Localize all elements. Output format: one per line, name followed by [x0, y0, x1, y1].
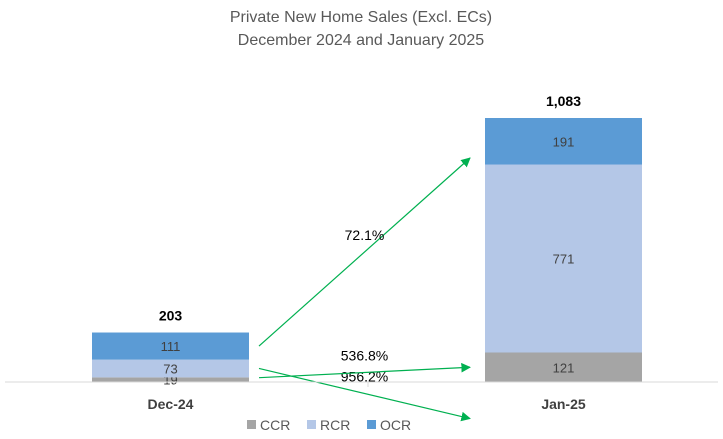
data-label-ccr-1: 121	[553, 360, 575, 375]
growth-label-ccr: 536.8%	[341, 347, 388, 363]
total-label-1: 1,083	[546, 93, 581, 109]
category-labels-group: Dec-24 Jan-25	[148, 396, 586, 412]
growth-arrow-rcr	[258, 367, 471, 422]
data-label-ocr-1: 191	[553, 134, 575, 149]
data-label-rcr-0: 73	[163, 361, 177, 376]
data-label-rcr-1: 771	[553, 252, 575, 267]
legend-swatch-ccr	[247, 420, 256, 429]
bar-ocr-1	[485, 118, 642, 165]
growth-arrow-ccr	[258, 362, 471, 379]
growth-arrows-group: 72.1%956.2%536.8%	[258, 157, 471, 422]
growth-label-ocr: 72.1%	[345, 227, 385, 243]
bar-rcr-0	[92, 359, 249, 378]
legend-swatch-ocr	[367, 420, 376, 429]
legend-label-rcr: RCR	[320, 417, 350, 433]
legend-label-ocr: OCR	[380, 417, 411, 433]
legend-swatch-rcr	[307, 420, 316, 429]
growth-arrow-ocr	[258, 157, 471, 347]
category-label-1: Jan-25	[541, 396, 586, 412]
chart-title: Private New Home Sales (Excl. ECs)	[230, 9, 492, 26]
bar-rcr-1	[485, 164, 642, 353]
legend-label-ccr: CCR	[260, 417, 290, 433]
chart-subtitle: December 2024 and January 2025	[238, 32, 484, 49]
bar-ccr-0	[92, 377, 249, 382]
legend: CCR RCR OCR	[247, 417, 411, 433]
category-label-0: Dec-24	[148, 396, 194, 412]
data-label-ocr-0: 111	[161, 339, 181, 354]
total-label-0: 203	[159, 308, 183, 324]
bar-ocr-0	[92, 332, 249, 360]
bar-ccr-1	[485, 352, 642, 382]
